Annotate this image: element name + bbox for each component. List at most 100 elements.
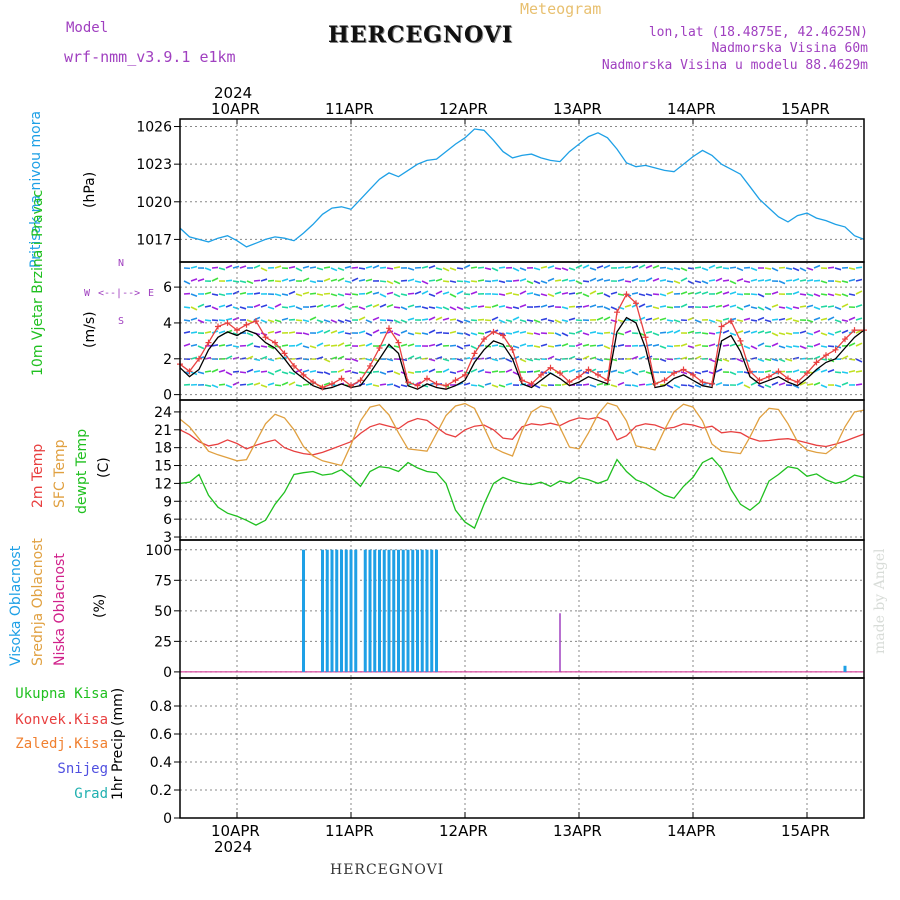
wind-point-1-8 [253, 318, 259, 325]
wind-point-1-4 [215, 323, 221, 330]
wind-point-1-24 [405, 379, 411, 386]
cloud-ytick-label-0: 0 [163, 665, 172, 681]
wind-point-1-66 [804, 370, 810, 377]
wind-point-1-53 [680, 366, 687, 373]
temperature-ytick-label-4: 15 [154, 459, 172, 475]
temperature-ytick-label-1: 6 [163, 512, 172, 528]
top-day-label-4: 14APR [667, 100, 716, 118]
cloud-bar-0-1 [321, 549, 324, 672]
bottom-day-label-0: 10APR [211, 822, 260, 840]
wind-series-0 [179, 316, 865, 390]
wind-point-1-57 [718, 323, 725, 330]
compass-east: E [148, 288, 155, 299]
model-altitude-label: Nadmorska Visina u modelu 88.4629m [601, 58, 868, 73]
precip-legend-hail: Grad [74, 786, 108, 802]
bottom-day-label-3: 13APR [553, 822, 602, 840]
wind-point-1-68 [823, 352, 829, 359]
precip-ytick-label-4: 0.8 [150, 699, 172, 715]
wind-point-1-15 [319, 384, 326, 391]
wind-point-1-69 [832, 346, 839, 353]
pressure-frame [179, 118, 865, 263]
wind-point-1-56 [709, 380, 715, 387]
pressure-ytick-label-0: 1017 [136, 232, 172, 248]
cloud-bar-0-8 [354, 549, 358, 672]
wind-point-1-58 [728, 318, 734, 325]
temperature-ytick-label-6: 21 [154, 423, 172, 439]
wind-point-1-38 [538, 371, 544, 378]
cloud-bar-0-19 [411, 549, 415, 672]
wind-point-1-27 [433, 380, 440, 387]
wind-ytick-label-0: 0 [163, 388, 172, 404]
cloud-bar-0-4 [335, 549, 339, 672]
bottom-day-label-4: 14APR [667, 822, 716, 840]
bottom-day-label-1: 11APR [325, 822, 374, 840]
wind-point-1-16 [329, 380, 335, 387]
cloud-bar-0-11 [373, 549, 377, 672]
cloud-bar-0-14 [387, 549, 391, 672]
model-name: wrf-nmm_v3.9.1 e1km [64, 48, 236, 66]
cloud-bar-0-25 [843, 665, 847, 672]
wind-point-1-64 [785, 375, 791, 382]
temperature-series-0 [179, 416, 865, 456]
wind-point-1-1 [186, 368, 193, 375]
wind-point-1-28 [443, 382, 449, 389]
wind-point-1-6 [234, 327, 240, 334]
wind-point-1-23 [395, 339, 402, 346]
wind-point-1-25 [414, 382, 421, 389]
cloud-bar-0-13 [382, 549, 386, 672]
precip-ytick-label-0: 0 [163, 811, 172, 827]
cloud-bar-0-7 [349, 549, 353, 672]
precip-frame [179, 677, 865, 819]
model-label: Model [66, 20, 109, 36]
cloud-ytick-label-3: 75 [154, 573, 172, 589]
top-day-label-0: 10APR [211, 100, 260, 118]
cloud-ytick-label-2: 50 [154, 604, 172, 620]
cloud-bar-0-10 [368, 549, 372, 672]
cloud-bar-0-24 [435, 549, 438, 672]
wind-point-1-40 [557, 370, 563, 377]
cloud-frame [179, 539, 865, 679]
wind-point-1-45 [604, 377, 611, 384]
temperature-ytick-label-3: 12 [154, 476, 172, 492]
wind-point-1-36 [519, 377, 525, 384]
top-day-label-5: 15APR [781, 100, 830, 118]
wind-point-1-7 [243, 321, 250, 328]
wind-point-1-50 [652, 380, 658, 387]
wind-point-1-39 [547, 364, 554, 371]
wind-point-1-29 [452, 377, 459, 384]
wind-point-1-26 [424, 375, 430, 382]
precip-ytick-label-3: 0.6 [150, 727, 172, 743]
temperature-ytick-label-7: 24 [154, 405, 172, 421]
cloud-bar-0-20 [416, 549, 419, 672]
wind-point-1-62 [766, 373, 772, 380]
wind-point-1-14 [310, 379, 316, 386]
wind-point-1-21 [376, 345, 383, 352]
page-title: HERCEGNOVI [328, 22, 514, 48]
compass-west: W [84, 288, 91, 299]
wind-point-1-34 [500, 332, 506, 339]
temperature-ytick-label-2: 9 [163, 494, 172, 510]
precip-legend-total: Ukupna Kisa [15, 686, 108, 702]
wind-point-1-10 [272, 339, 278, 346]
cloud-bar-0-12 [378, 549, 381, 672]
cloud-bar-1-0 [559, 613, 561, 672]
wind-point-1-47 [623, 291, 630, 298]
wind-point-1-63 [775, 368, 782, 375]
wind-point-1-42 [576, 373, 582, 380]
temperature-ytick-label-5: 18 [154, 441, 172, 457]
altitude-label: Nadmorska Visina 60m [711, 41, 868, 56]
top-day-label-3: 13APR [553, 100, 602, 118]
wind-ytick-label-1: 2 [163, 352, 172, 368]
temperature-ytick-label-0: 3 [163, 530, 172, 546]
wind-point-1-55 [699, 379, 706, 386]
pressure-ytick-label-3: 1026 [136, 120, 172, 136]
wind-point-1-18 [348, 382, 354, 389]
wind-point-1-46 [614, 309, 620, 316]
wind-point-1-22 [386, 325, 392, 332]
cloud-bar-0-6 [344, 549, 348, 672]
bottom-day-label-2: 12APR [439, 822, 488, 840]
cloud-bar-0-22 [425, 549, 429, 672]
wind-ytick-label-3: 6 [163, 280, 172, 296]
precip-ytick-label-2: 0.4 [150, 755, 172, 771]
cloud-bar-0-2 [325, 549, 329, 672]
